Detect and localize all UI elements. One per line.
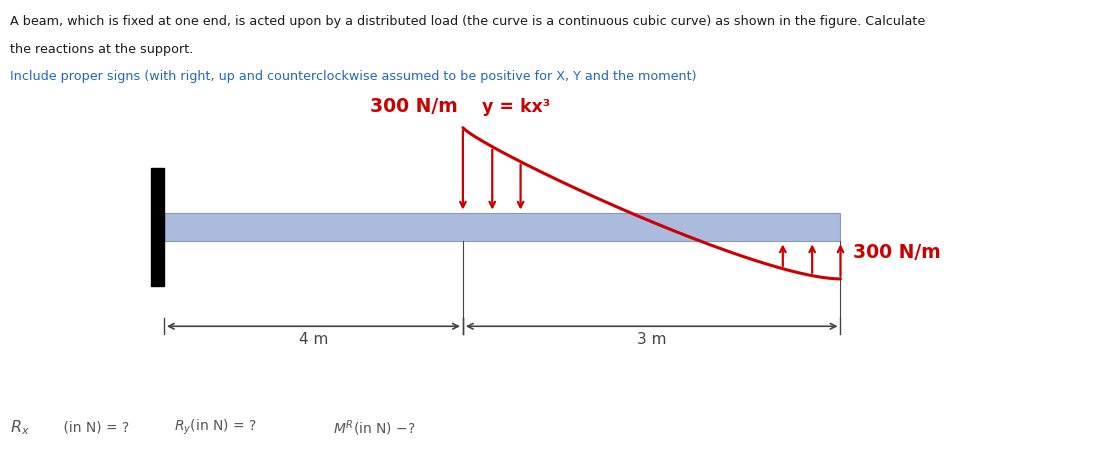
Text: y = kx³: y = kx³ [481,99,550,116]
Text: $M^R$(in N) −?: $M^R$(in N) −? [311,418,416,438]
Text: 300 N/m: 300 N/m [853,243,941,262]
Text: $R_x$: $R_x$ [10,419,30,437]
Text: (in N) = ?: (in N) = ? [59,421,129,435]
Text: 3 m: 3 m [637,332,666,347]
Text: 300 N/m: 300 N/m [370,98,458,116]
Text: A beam, which is fixed at one end, is acted upon by a distributed load (the curv: A beam, which is fixed at one end, is ac… [10,15,925,28]
Text: Include proper signs (with right, up and counterclockwise assumed to be positive: Include proper signs (with right, up and… [10,70,696,83]
Bar [151,168,163,286]
Text: $R_y$(in N) = ?: $R_y$(in N) = ? [175,418,257,438]
FancyBboxPatch shape [163,212,841,242]
Text: 4 m: 4 m [299,332,328,347]
Text: the reactions at the support.: the reactions at the support. [10,43,193,56]
